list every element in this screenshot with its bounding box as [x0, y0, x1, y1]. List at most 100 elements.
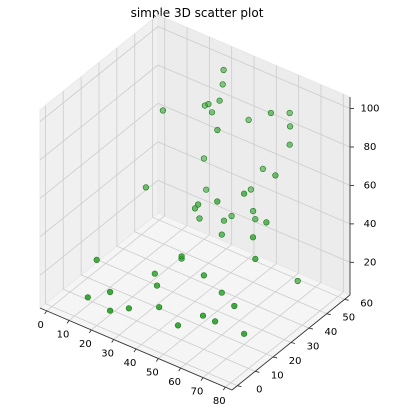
data-point — [294, 277, 301, 285]
data-point — [219, 81, 226, 88]
data-point — [200, 272, 207, 279]
x-tick-label: 10 — [57, 329, 70, 340]
data-point — [249, 234, 257, 241]
data-point — [250, 208, 257, 215]
x-tick-mark — [111, 339, 115, 343]
y-tick-mark — [273, 356, 278, 359]
data-point — [174, 322, 182, 329]
grid-line-y-floor — [134, 231, 327, 315]
data-point — [218, 289, 225, 296]
data-point — [199, 312, 207, 319]
z-tick-label: 100 — [360, 104, 379, 115]
data-point — [231, 302, 238, 310]
data-point — [241, 330, 248, 337]
grid-line-z-left — [39, 103, 159, 199]
data-point — [252, 216, 259, 223]
data-point — [205, 100, 212, 108]
y-tick-mark — [326, 313, 331, 316]
z-tick-label: 60 — [364, 180, 377, 191]
data-point — [267, 109, 275, 117]
axis-panes — [39, 14, 351, 391]
grid-line-y-floor — [80, 274, 274, 358]
grid-line-y-floor — [98, 260, 292, 343]
x-tick-mark — [88, 329, 92, 334]
data-point — [106, 288, 114, 296]
grid-line-z-back — [157, 64, 351, 148]
grid-line-z-left — [39, 180, 159, 276]
data-point — [203, 186, 210, 193]
grid-line-z-left — [39, 64, 159, 161]
grid-lines — [39, 17, 351, 388]
grid-line-z-back — [157, 141, 351, 225]
data-point — [84, 294, 91, 301]
x-tick-mark — [155, 358, 159, 362]
data-point — [200, 155, 208, 162]
grid-line-z-back — [157, 26, 351, 109]
data-point — [142, 184, 149, 191]
x-tick-mark — [200, 377, 204, 381]
data-point — [252, 255, 259, 263]
chart-title: simple 3D scatter plot — [131, 6, 264, 20]
data-point — [178, 253, 185, 260]
grid-line-y-floor — [116, 245, 310, 329]
data-point — [286, 109, 293, 117]
data-point — [151, 270, 158, 277]
data-point — [263, 219, 270, 226]
x-tick-label: 20 — [79, 339, 92, 350]
y-tick-label: 0 — [256, 385, 262, 396]
y-tick-label: 30 — [307, 342, 320, 353]
x-tick-label: 70 — [191, 387, 204, 398]
data-point — [216, 97, 223, 104]
y-tick-label: 20 — [289, 356, 302, 367]
data-point — [287, 123, 294, 130]
data-point — [125, 305, 132, 312]
data-point — [220, 217, 228, 224]
x-tick-mark — [66, 320, 70, 324]
y-tick-label: 10 — [271, 370, 284, 381]
data-point — [241, 190, 248, 197]
data-point — [196, 215, 203, 222]
data-point — [220, 66, 227, 74]
data-point — [286, 141, 293, 148]
data-point — [212, 318, 219, 325]
grid-line-y-floor — [152, 216, 345, 300]
data-point — [214, 198, 221, 205]
y-tick-mark — [290, 342, 296, 344]
y-tick-label: 40 — [325, 327, 338, 338]
data-point — [228, 212, 235, 220]
data-point — [195, 201, 202, 208]
x-tick-mark — [44, 310, 48, 315]
y-tick-mark — [255, 370, 260, 373]
z-tick-label: 20 — [364, 257, 377, 268]
x-tick-mark — [133, 348, 137, 353]
data-point — [272, 172, 279, 179]
grid-line-y-floor — [63, 288, 256, 372]
grid-line-y-floor — [45, 303, 238, 387]
data-point — [156, 304, 163, 311]
data-point — [153, 282, 161, 289]
grid-line-z-left — [39, 26, 159, 122]
y-tick-label: 60 — [360, 298, 373, 309]
data-point — [93, 256, 100, 264]
data-point — [208, 109, 216, 116]
data-point — [259, 165, 267, 172]
data-point — [247, 186, 254, 193]
data-point — [218, 231, 225, 238]
tick-labels: 0 10 20 30 40 50 60 70 80 0 10 20 30 40 50 60 20 40 60 80 10… — [38, 104, 380, 408]
y-tick-mark — [237, 385, 242, 388]
x-tick-mark — [222, 386, 226, 391]
y-tick-label: 50 — [342, 313, 355, 324]
data-point — [106, 307, 114, 314]
data-point — [159, 107, 166, 114]
axis-lines — [39, 97, 354, 391]
x-tick-mark — [178, 367, 182, 372]
x-tick-label: 40 — [124, 358, 137, 369]
y-tick-mark — [344, 298, 349, 301]
z-tick-label: 80 — [364, 142, 377, 153]
x-tick-label: 0 — [38, 320, 44, 331]
z-tick-label: 40 — [364, 219, 377, 230]
grid-line-z-left — [39, 141, 159, 238]
y-tick-mark — [308, 327, 313, 330]
x-tick-label: 30 — [101, 348, 114, 359]
